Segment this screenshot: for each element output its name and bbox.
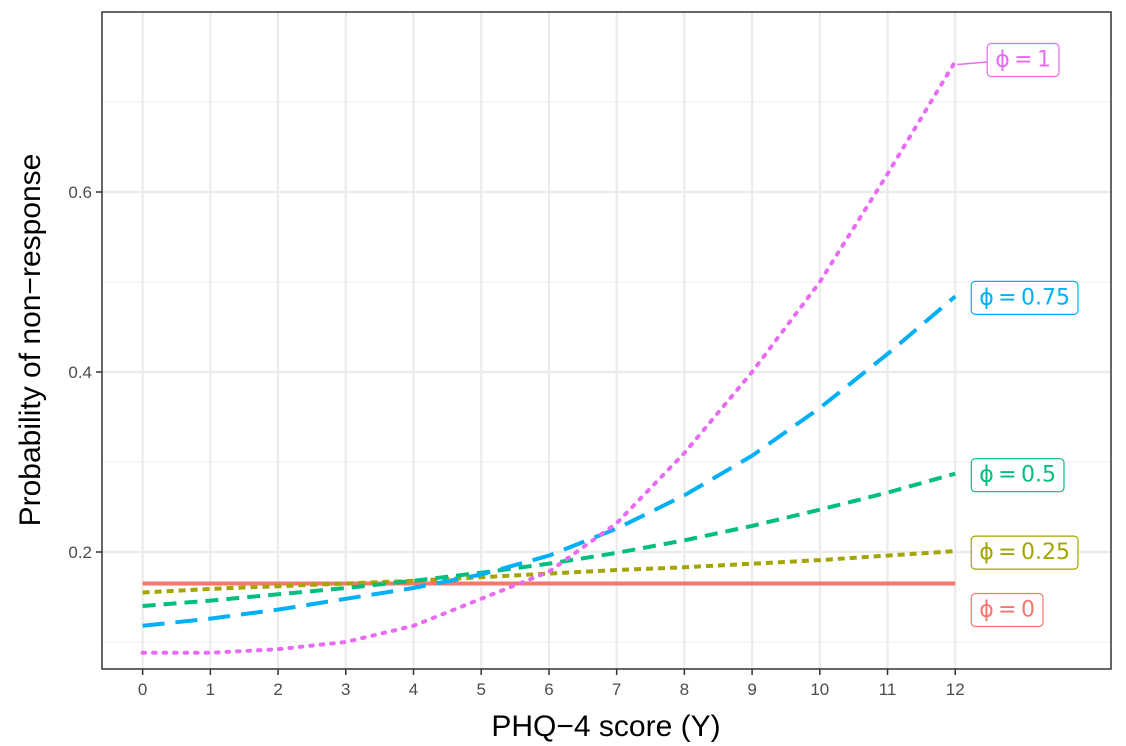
series-label: ϕ = 0 [970,592,1044,628]
series-labels: ϕ = 0 ϕ = 0.25 ϕ = 0.5 ϕ = 0.75 ϕ = 1 [957,42,1079,628]
x-tick-label: 8 [680,680,689,699]
series-line [142,294,957,628]
x-tick-label: 1 [206,680,215,699]
x-tick-label: 4 [409,680,418,699]
series-label-text: ϕ = 0.5 [979,463,1056,488]
series-label-text: ϕ = 0 [979,598,1035,623]
x-tick-label: 12 [946,680,965,699]
series-label: ϕ = 1 [957,42,1060,78]
y-tick-label: 0.4 [68,363,92,382]
x-tick-label: 3 [341,680,350,699]
series-label-text: ϕ = 0.25 [979,540,1070,565]
series-line [142,549,956,595]
plot-panel-border [101,11,1112,670]
x-tick-label: 5 [476,680,485,699]
series-label: ϕ = 0.75 [970,280,1079,315]
series-label-box [986,42,1060,78]
x-tick-label: 9 [747,680,756,699]
x-tick-label: 0 [138,680,147,699]
series-line [140,59,958,655]
y-tick-label: 0.6 [68,183,92,202]
y-axis-title: Probability of non−response [14,154,47,527]
x-tick-label: 11 [879,680,897,699]
series-label-box [970,592,1044,628]
x-tick-label: 7 [612,680,621,699]
series-label-leader [957,61,988,66]
minor-gridlines [102,101,1111,643]
major-gridlines [102,12,1111,669]
series-label-box [970,458,1065,493]
x-tick-label: 6 [544,680,553,699]
y-tick-label: 0.2 [68,543,92,562]
series-label-box [970,535,1079,570]
series-label-text: ϕ = 1 [995,48,1051,73]
x-tick-label: 10 [810,680,829,699]
series-label: ϕ = 0.5 [970,458,1065,493]
series-line [142,471,956,608]
series-label-box [970,280,1079,315]
series-lines [140,59,958,655]
plot-panel-background [102,12,1111,669]
series-label: ϕ = 0.25 [970,535,1079,570]
series-label-text: ϕ = 0.75 [979,285,1070,310]
x-tick-label: 2 [273,680,282,699]
x-axis-title: PHQ−4 score (Y) [491,710,720,743]
y-axis: 0.2 0.4 0.6 [68,183,102,562]
x-axis: 0 1 2 3 4 5 6 7 8 9 10 11 12 [138,669,965,699]
